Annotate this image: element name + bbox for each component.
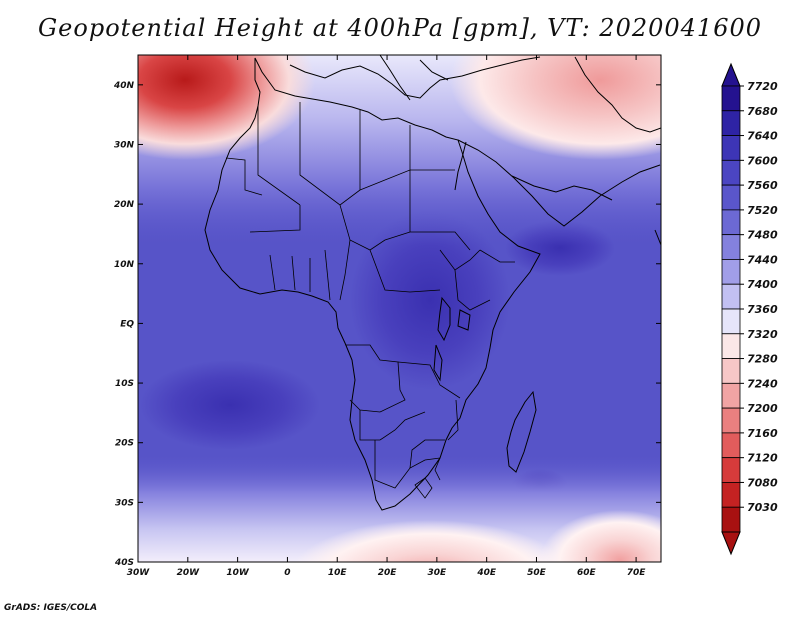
lat-label: 30N bbox=[114, 140, 135, 150]
colorbar-label: 7280 bbox=[747, 353, 778, 366]
colorbar-label: 7480 bbox=[747, 229, 778, 242]
colorbar-swatch bbox=[721, 184, 741, 211]
colorbar-label: 7320 bbox=[747, 328, 778, 341]
lat-label: 30S bbox=[115, 498, 134, 508]
colorbar-label: 7120 bbox=[747, 452, 778, 465]
colorbar-label: 7720 bbox=[747, 80, 778, 93]
colorbar-swatch bbox=[721, 234, 741, 260]
lat-label: 40N bbox=[113, 81, 135, 91]
colorbar-swatch bbox=[721, 506, 741, 533]
colorbar-label: 7160 bbox=[747, 427, 778, 440]
colorbar-label: 7080 bbox=[747, 476, 778, 489]
colorbar-swatch bbox=[721, 209, 741, 236]
colorbar-swatch bbox=[721, 283, 741, 310]
colorbar-swatch bbox=[721, 159, 741, 186]
colorbar-swatch bbox=[721, 482, 741, 508]
credit-label: GrADS: IGES/COLA bbox=[4, 603, 98, 613]
lon-label: 60E bbox=[577, 568, 597, 578]
colorbar-bottom-arrow bbox=[721, 531, 741, 556]
colorbar-label: 7030 bbox=[747, 501, 778, 514]
colorbar-label: 7240 bbox=[747, 377, 778, 390]
country-borders bbox=[225, 102, 515, 499]
lon-label: 30W bbox=[127, 568, 151, 578]
colorbar-swatch bbox=[721, 135, 741, 161]
colorbar-swatch bbox=[721, 457, 741, 483]
high-ridge-south bbox=[294, 520, 566, 562]
high-ridge-northwest bbox=[138, 55, 315, 160]
colorbar-swatch bbox=[721, 308, 741, 335]
lat-label: EQ bbox=[120, 319, 134, 329]
high-ridge-south bbox=[540, 510, 661, 562]
colorbar-swatch bbox=[721, 85, 741, 112]
lon-label: 20E bbox=[378, 568, 398, 578]
lon-label: 50E bbox=[527, 568, 547, 578]
lon-label: 10W bbox=[226, 568, 250, 578]
lat-label: 10S bbox=[115, 379, 134, 389]
colorbar-swatch bbox=[721, 333, 741, 359]
coastlines bbox=[204, 55, 661, 511]
colorbar-swatch bbox=[721, 358, 741, 384]
colorbar-swatch bbox=[721, 407, 741, 434]
colorbar-label: 7600 bbox=[747, 154, 778, 167]
deep-low-region bbox=[350, 210, 510, 390]
plot-frame bbox=[137, 54, 662, 563]
lon-label: 10E bbox=[328, 568, 348, 578]
deep-low-region bbox=[140, 360, 320, 450]
lat-label: 20S bbox=[115, 439, 134, 449]
colorbar-swatch bbox=[721, 432, 741, 459]
lat-label: 40S bbox=[114, 558, 134, 568]
colorbar-label: 7560 bbox=[747, 179, 778, 192]
map-title: Geopotential Height at 400hPa [gpm], VT:… bbox=[38, 14, 762, 42]
colorbar-label: 7520 bbox=[747, 204, 778, 217]
colorbar-top-arrow bbox=[721, 62, 741, 87]
high-ridge-northeast bbox=[450, 55, 661, 160]
colorbar-label: 7360 bbox=[747, 303, 778, 316]
colorbar-label: 7200 bbox=[747, 402, 778, 415]
lon-label: 20W bbox=[177, 568, 201, 578]
colorbar: 7720 7680 7640 7600 7560 7520 7480 7440 7400 7360… bbox=[721, 62, 778, 556]
height-field bbox=[138, 55, 661, 562]
lon-label: 40E bbox=[476, 568, 497, 578]
lon-label: 30E bbox=[428, 568, 448, 578]
colorbar-label: 7640 bbox=[747, 130, 778, 143]
colorbar-swatch bbox=[721, 259, 741, 285]
lat-label: 10N bbox=[114, 260, 135, 270]
colorbar-swatch bbox=[721, 382, 741, 409]
colorbar-swatch bbox=[721, 110, 741, 136]
axis-ticks bbox=[137, 55, 661, 563]
colorbar-label: 7680 bbox=[747, 105, 778, 118]
lat-label: 20N bbox=[114, 200, 135, 210]
colorbar-label: 7400 bbox=[747, 278, 778, 291]
lon-label: 70E bbox=[627, 568, 647, 578]
lon-label: 0 bbox=[284, 568, 290, 578]
colorbar-label: 7440 bbox=[747, 253, 778, 266]
